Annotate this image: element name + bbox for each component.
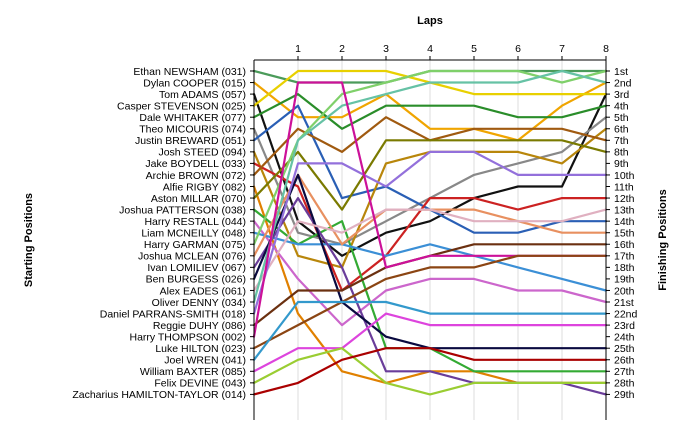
lap-tick-label: 6	[515, 43, 521, 55]
finish-position-label: 6th	[614, 124, 629, 136]
finish-position-label: 9th	[614, 158, 629, 170]
finish-position-label: 20th	[614, 285, 635, 297]
finish-position-label: 28th	[614, 378, 635, 390]
finish-position-label: 18th	[614, 262, 635, 274]
finish-position-label: 17th	[614, 251, 635, 263]
start-position-label: Ivan LOMILIEV (067)	[147, 262, 246, 274]
series-line-16	[252, 69, 608, 246]
start-position-label: Harry GARMAN (075)	[144, 239, 246, 251]
lap-tick-label: 8	[603, 43, 609, 55]
series-line-14	[252, 220, 608, 327]
finish-position-label: 22nd	[614, 308, 638, 320]
finish-position-label: 2nd	[614, 77, 632, 89]
finish-position-label: 11th	[614, 181, 634, 193]
series-line-12	[252, 139, 608, 211]
start-position-label: Joshua PATTERSON (038)	[119, 204, 246, 216]
start-position-label: Casper STEVENSON (025)	[117, 100, 246, 112]
start-position-label: Liam MCNEILLY (048)	[141, 228, 246, 240]
lap-tick-label: 5	[471, 43, 477, 55]
finish-position-label: 25th	[614, 343, 635, 355]
lap-tick-label: 7	[559, 43, 565, 55]
start-position-label: Justin BREWARD (051)	[135, 135, 246, 147]
finish-position-label: 26th	[614, 355, 635, 367]
series-line-21	[252, 69, 608, 304]
start-position-label: Reggie DUHY (086)	[153, 320, 246, 332]
start-position-label: Oliver DENNY (034)	[152, 297, 246, 309]
series-line-15	[252, 231, 608, 292]
right-axis-title: Finishing Positions	[657, 189, 669, 290]
series-line-5	[252, 92, 608, 130]
start-position-label: Aston MILLAR (070)	[151, 193, 246, 205]
start-position-label: William BAXTER (085)	[140, 366, 246, 378]
finish-position-label: 10th	[614, 170, 635, 182]
lap-tick-label: 4	[427, 43, 433, 55]
start-position-label: Joel WREN (041)	[164, 355, 246, 367]
start-position-label: Alfie RIGBY (082)	[163, 181, 246, 193]
start-position-label: Dale WHITAKER (077)	[139, 112, 246, 124]
finish-position-label: 16th	[614, 239, 635, 251]
start-position-label: Tom ADAMS (057)	[159, 89, 246, 101]
series-line-25	[252, 254, 608, 350]
grid	[297, 60, 607, 420]
starting-position-labels: Ethan NEWSHAM (031)Dylan COOPER (015)Tom…	[72, 66, 254, 401]
start-position-label: Ethan NEWSHAM (031)	[133, 66, 246, 78]
start-position-label: Josh STEED (094)	[158, 147, 246, 159]
series-line-29	[252, 347, 608, 396]
start-position-label: Daniel PARRANS-SMITH (018)	[100, 308, 246, 320]
series-lines	[252, 69, 608, 396]
series-line-27	[252, 312, 608, 373]
series-line-20	[252, 208, 608, 292]
lap-tick-label: 1	[295, 43, 301, 55]
finishing-position-labels: 1st2nd3rd4th5th6th7th8th9th10th11th12th1…	[606, 66, 638, 401]
start-position-label: Dylan COOPER (015)	[143, 77, 246, 89]
finish-position-label: 1st	[614, 66, 628, 78]
start-position-label: Alex EADES (061)	[160, 285, 246, 297]
start-position-label: Jake BOYDELL (033)	[145, 158, 246, 170]
finish-position-label: 14th	[614, 216, 635, 228]
start-position-label: Harry THOMPSON (002)	[130, 331, 247, 343]
lap-tick-labels: 1 2 3 4 5 6 7 8	[295, 43, 609, 60]
left-axis-title: Starting Positions	[23, 193, 35, 287]
finish-position-label: 27th	[614, 366, 635, 378]
start-position-label: Luke HILTON (023)	[155, 343, 246, 355]
finish-position-label: 8th	[614, 147, 629, 159]
finish-position-label: 5th	[614, 112, 629, 124]
finish-position-label: 7th	[614, 135, 629, 147]
finish-position-label: 13th	[614, 204, 635, 216]
start-position-label: Harry RESTALL (044)	[144, 216, 246, 228]
finish-position-label: 12th	[614, 193, 635, 205]
start-position-label: Felix DEVINE (043)	[154, 378, 246, 390]
series-line-26	[252, 300, 608, 361]
series-line-28	[252, 347, 608, 396]
finish-position-label: 3rd	[614, 89, 629, 101]
finish-position-label: 15th	[614, 228, 635, 240]
series-line-22	[252, 150, 608, 315]
start-position-label: Zacharius HAMILTON-TAYLOR (014)	[72, 389, 246, 401]
finish-position-label: 29th	[614, 389, 635, 401]
lap-tick-label: 3	[383, 43, 389, 55]
finish-position-label: 24th	[614, 331, 635, 343]
series-line-3	[252, 92, 608, 257]
x-axis-title: Laps	[417, 15, 443, 27]
finish-position-label: 19th	[614, 274, 635, 286]
start-position-label: Archie BROWN (072)	[146, 170, 246, 182]
finish-position-label: 4th	[614, 100, 629, 112]
start-position-label: Ben BURGESS (026)	[146, 274, 246, 286]
start-position-label: Joshua MCLEAN (076)	[138, 251, 246, 263]
start-position-label: Theo MICOURIS (074)	[139, 124, 246, 136]
finish-position-label: 21st	[614, 297, 634, 309]
finish-position-label: 23rd	[614, 320, 635, 332]
lap-tick-label: 2	[339, 43, 345, 55]
